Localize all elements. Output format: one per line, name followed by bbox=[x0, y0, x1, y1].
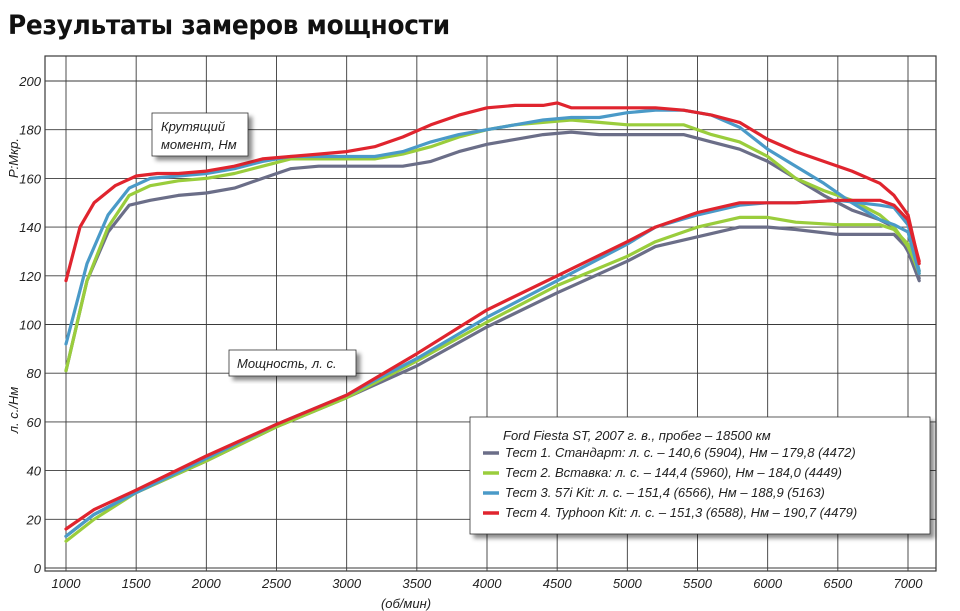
y-tick-label: 100 bbox=[19, 318, 41, 333]
axis-ticks: 0 20 40 60 80 100 120 140 160 180 200 1000 1500 2000 2… bbox=[18, 74, 923, 591]
x-tick-label: 1500 bbox=[122, 576, 152, 591]
x-tick-label: 6500 bbox=[823, 576, 853, 591]
x-tick-label: 2000 bbox=[191, 576, 222, 591]
series-1-torque-line bbox=[64, 130, 921, 373]
y-tick-label: 140 bbox=[19, 220, 41, 235]
x-axis-label: (об/мин) bbox=[381, 596, 431, 611]
x-tick-label: 5500 bbox=[683, 576, 713, 591]
torque-annotation-line-2: момент, Нм bbox=[161, 137, 237, 152]
torque-annotation-line-1: Крутящий bbox=[161, 119, 225, 134]
series-2-power-line bbox=[64, 215, 921, 543]
series-4-torque-line bbox=[64, 101, 921, 283]
y-tick-label: 180 bbox=[19, 123, 41, 138]
plot-frame bbox=[44, 55, 937, 572]
series-4-power-line bbox=[64, 198, 921, 531]
series-3-torque-line bbox=[64, 108, 921, 346]
torque-annotation: Крутящий момент, Нм bbox=[151, 112, 249, 157]
page-title: Результаты замеров мощности bbox=[8, 10, 450, 41]
legend-entry-2: Тест 2. Вставка: л. с. – 144,4 (5960), Н… bbox=[505, 465, 842, 480]
y-axis-label-bottom: л. с./Нм bbox=[6, 387, 21, 435]
y-axis-label-top: P:Мкр. bbox=[6, 138, 21, 178]
y-tick-label: 120 bbox=[19, 269, 41, 284]
y-tick-label: 40 bbox=[27, 464, 42, 479]
power-annotation: Мощность, л. с. bbox=[228, 349, 357, 377]
series-lines bbox=[64, 101, 921, 543]
y-tick-label: 160 bbox=[19, 171, 41, 186]
legend-title: Ford Fiesta ST, 2007 г. в., пробег – 185… bbox=[503, 428, 771, 443]
legend-entry-4: Тест 4. Typhoon Kit: л. с. – 151,3 (6588… bbox=[505, 505, 857, 520]
x-tick-label: 3500 bbox=[402, 576, 432, 591]
y-tick-label: 60 bbox=[27, 415, 42, 430]
x-tick-label: 3000 bbox=[332, 576, 362, 591]
legend-entry-1: Тест 1. Стандарт: л. с. – 140,6 (5904), … bbox=[505, 445, 856, 460]
x-tick-label: 5000 bbox=[613, 576, 643, 591]
legend: Ford Fiesta ST, 2007 г. в., пробег – 185… bbox=[469, 416, 931, 535]
x-tick-label: 4500 bbox=[543, 576, 573, 591]
x-tick-label: 1000 bbox=[52, 576, 82, 591]
series-2-torque-line bbox=[64, 118, 921, 373]
y-tick-label: 200 bbox=[18, 74, 41, 89]
legend-entry-3: Тест 3. 57i Kit: л. с. – 151,4 (6566), Н… bbox=[505, 485, 825, 500]
x-tick-label: 7000 bbox=[894, 576, 924, 591]
y-tick-label: 80 bbox=[27, 366, 42, 381]
y-tick-label: 0 bbox=[34, 561, 42, 576]
power-annotation-text: Мощность, л. с. bbox=[237, 356, 337, 371]
x-tick-label: 4000 bbox=[473, 576, 503, 591]
x-tick-label: 2500 bbox=[261, 576, 292, 591]
x-tick-label: 6000 bbox=[753, 576, 783, 591]
y-tick-label: 20 bbox=[26, 512, 42, 527]
